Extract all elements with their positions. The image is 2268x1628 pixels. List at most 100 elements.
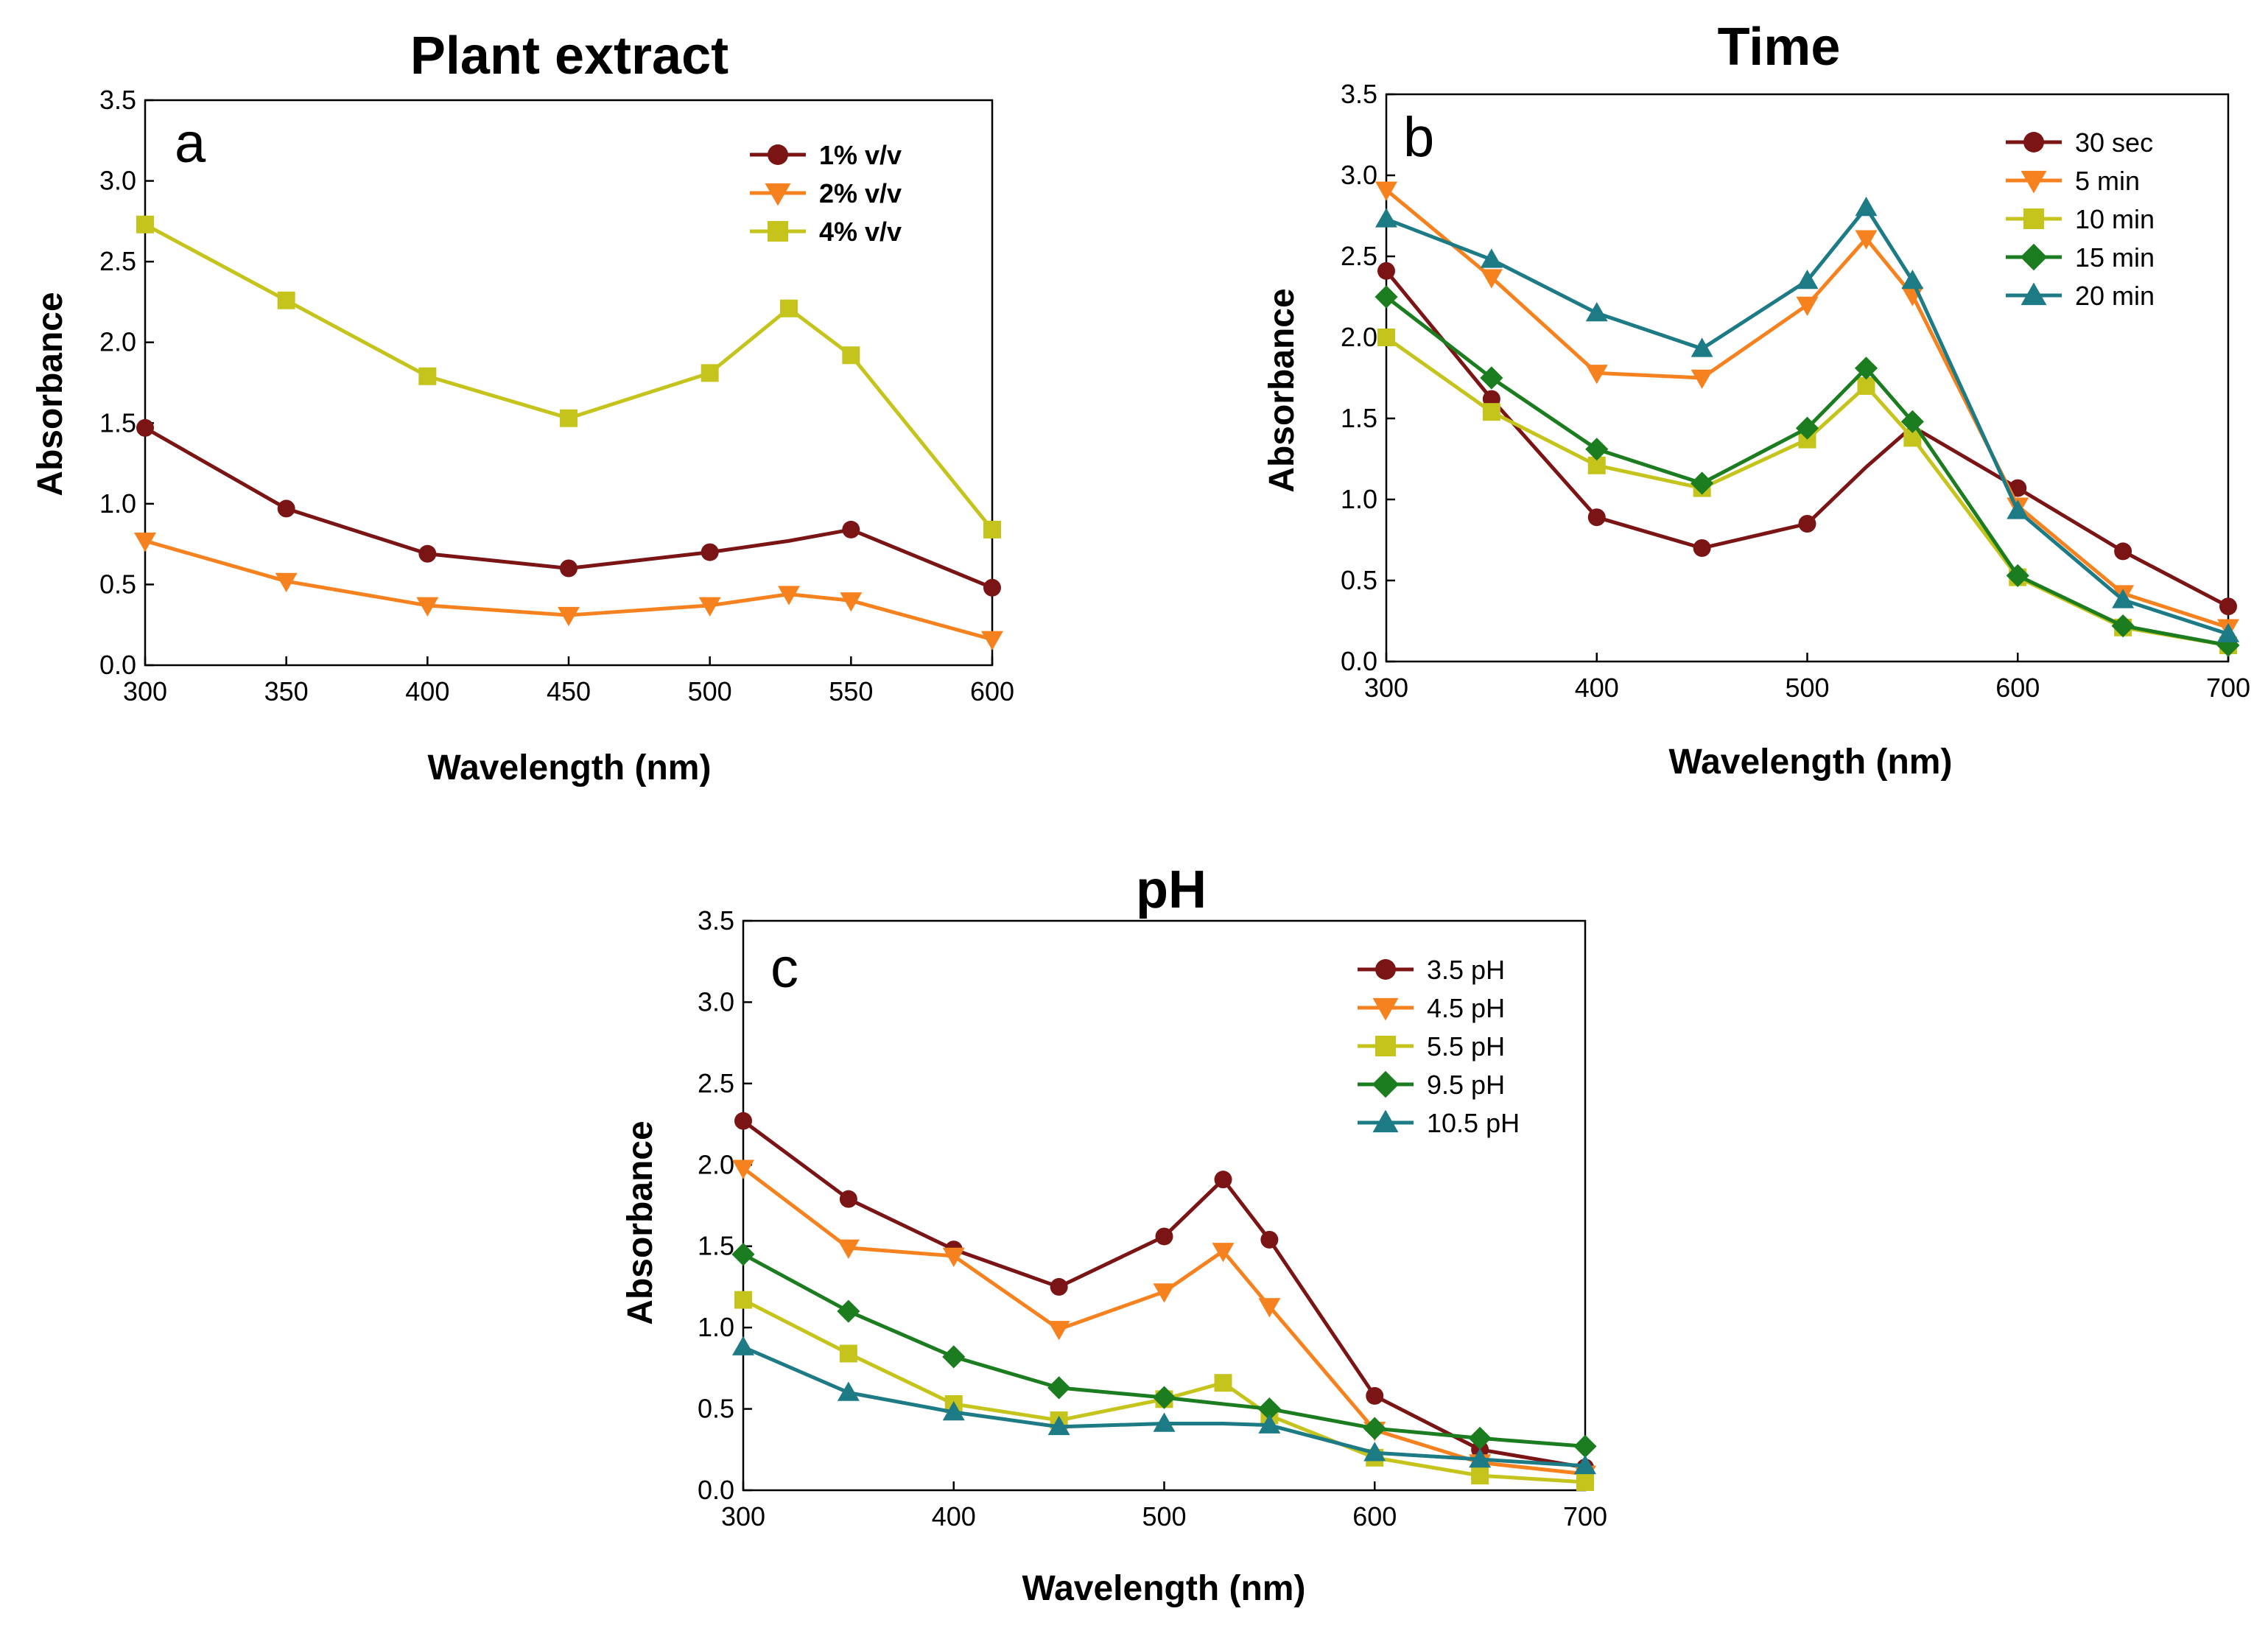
legend-label: 5 min [2075, 166, 2140, 196]
series-5-min [1375, 181, 2239, 639]
series-line [742, 1345, 1586, 1468]
data-point [1366, 1386, 1384, 1405]
data-point [983, 578, 1001, 597]
series-layer [731, 1112, 1597, 1491]
data-point [1212, 1243, 1235, 1263]
y-tick-label: 2.5 [1341, 241, 1377, 271]
data-point [560, 409, 577, 427]
chart-ph: pH c Wavelength (nm) Absorbance 300 400 50… [621, 860, 1607, 1608]
data-point [1047, 1415, 1070, 1436]
data-point [842, 346, 860, 365]
series-layer [134, 215, 1003, 650]
data-point [1258, 1298, 1281, 1318]
legend-marker [1372, 997, 1399, 1021]
legend-item: 20 min [2006, 281, 2155, 311]
series-1-v-v [136, 418, 1001, 597]
data-point [2006, 564, 2029, 587]
legend-item: 10 min [2006, 204, 2155, 234]
x-tick-label: 500 [688, 676, 732, 706]
data-point [780, 299, 798, 317]
legend-label: 5.5 pH [1427, 1031, 1505, 1062]
data-point [1480, 248, 1503, 268]
x-tick-label: 450 [547, 676, 591, 706]
series-line [1385, 270, 2230, 608]
data-point [1691, 471, 1714, 495]
data-point [1152, 1386, 1176, 1409]
legend-item: 3.5 pH [1358, 955, 1505, 985]
chart-title: pH [1136, 860, 1207, 919]
series-line [742, 1298, 1586, 1484]
y-tick-label: 1.0 [698, 1312, 734, 1342]
legend-item: 9.5 pH [1358, 1070, 1505, 1100]
series-line [742, 1166, 1586, 1476]
data-point [1258, 1414, 1281, 1434]
data-point [1795, 416, 1819, 440]
legend-item: 10.5 pH [1358, 1108, 1520, 1138]
legend-label: 4% v/v [819, 217, 902, 247]
data-point [778, 586, 800, 606]
y-tick-label: 2.5 [698, 1068, 734, 1098]
legend-marker [1375, 959, 1396, 980]
data-point [1855, 230, 1878, 250]
y-tick-label: 3.5 [99, 85, 136, 115]
series-line [1385, 335, 2229, 648]
x-tick-label: 600 [1352, 1501, 1397, 1531]
y-tick-label: 1.5 [698, 1231, 734, 1261]
y-tick-label: 3.0 [1341, 160, 1377, 190]
data-point [134, 533, 156, 552]
x-tick-label: 400 [1575, 673, 1619, 703]
data-point [277, 291, 295, 309]
x-tick-label: 700 [1563, 1501, 1607, 1531]
x-tick-label: 600 [970, 676, 1014, 706]
legend-marker [2021, 170, 2047, 194]
y-tick-label: 3.5 [698, 905, 734, 936]
data-point [1469, 1448, 1492, 1468]
data-point [732, 1159, 754, 1179]
panel-label: c [770, 937, 798, 1000]
x-tick-label: 700 [2206, 673, 2250, 703]
y-tick-label: 1.0 [99, 488, 136, 519]
data-point [1047, 1321, 1070, 1341]
data-point [416, 597, 439, 617]
legend-marker [1372, 1070, 1400, 1098]
x-tick-label: 600 [1995, 673, 2040, 703]
data-point [942, 1345, 966, 1369]
y-tick-label: 0.5 [99, 569, 136, 599]
legend: 3.5 pH 4.5 pH 5.5 pH 9.5 pH 10.5 pH [1358, 955, 1520, 1138]
legend-marker [2023, 132, 2044, 152]
series-10-5-ph [732, 1336, 1596, 1475]
data-point [1901, 270, 1924, 290]
chart-title: Time [1718, 18, 1841, 77]
y-tick-label: 0.0 [99, 650, 136, 680]
y-tick-label: 3.0 [99, 166, 136, 196]
x-tick-label: 400 [405, 676, 449, 706]
data-point [1693, 539, 1711, 557]
axis-ticks: 300 350 400 450 500 550 600 0.0 0.5 1.0 1.5 2.0 2.5 3… [99, 85, 1014, 706]
data-point [2009, 479, 2027, 497]
data-point [1796, 296, 1819, 316]
data-point [2112, 589, 2135, 608]
y-tick-label: 2.5 [99, 246, 136, 276]
data-point [1798, 515, 1816, 533]
legend-marker [768, 221, 788, 242]
data-point [2007, 499, 2029, 519]
data-point [1214, 1374, 1232, 1392]
series-line [144, 222, 994, 531]
y-tick-label: 3.0 [698, 986, 734, 1017]
y-axis-label: Absorbance [31, 292, 70, 496]
data-point [1480, 366, 1503, 390]
data-point [1363, 1442, 1386, 1462]
data-point [2219, 597, 2237, 616]
legend-marker [2023, 208, 2044, 229]
data-point [732, 1336, 754, 1355]
data-point [1047, 1376, 1071, 1400]
y-axis-label: Absorbance [621, 1120, 660, 1324]
legend-label: 20 min [2075, 281, 2155, 311]
data-point [275, 572, 298, 593]
data-point [701, 364, 719, 382]
data-point [418, 544, 437, 563]
legend-marker [2020, 243, 2048, 271]
y-tick-label: 2.0 [698, 1149, 734, 1179]
data-point [1855, 197, 1878, 217]
